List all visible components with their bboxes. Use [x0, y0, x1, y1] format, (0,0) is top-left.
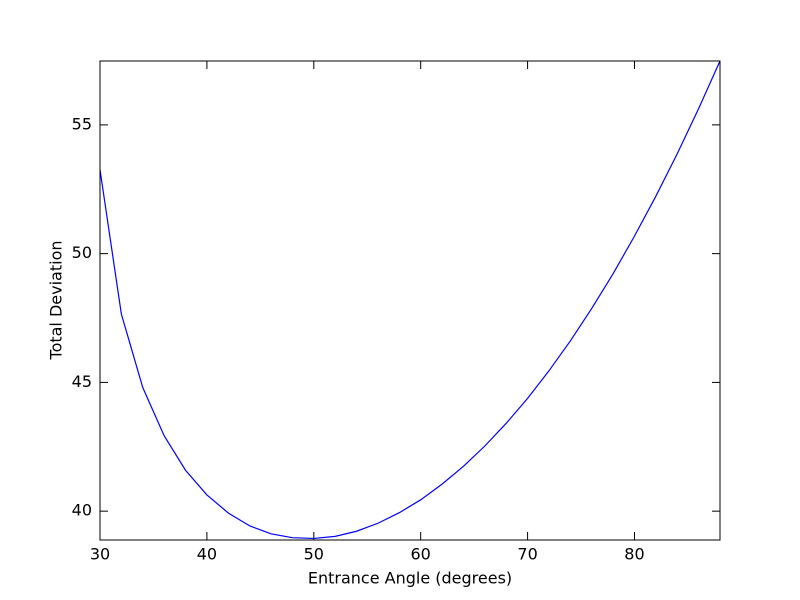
x-tick-label: 40 [197, 545, 217, 564]
x-tick-label: 70 [517, 545, 537, 564]
y-axis-label: Total Deviation [47, 241, 66, 361]
x-tick-label: 30 [90, 545, 110, 564]
x-axis-label: Entrance Angle (degrees) [308, 569, 512, 588]
y-tick-label: 50 [72, 243, 92, 262]
x-tick-label: 80 [624, 545, 644, 564]
plot-frame [99, 60, 721, 541]
y-tick-label: 55 [72, 114, 92, 133]
data-line [99, 60, 721, 540]
x-tick-label: 60 [411, 545, 431, 564]
y-tick-label: 45 [72, 372, 92, 391]
x-tick-label: 50 [304, 545, 324, 564]
y-tick-label: 40 [72, 501, 92, 520]
